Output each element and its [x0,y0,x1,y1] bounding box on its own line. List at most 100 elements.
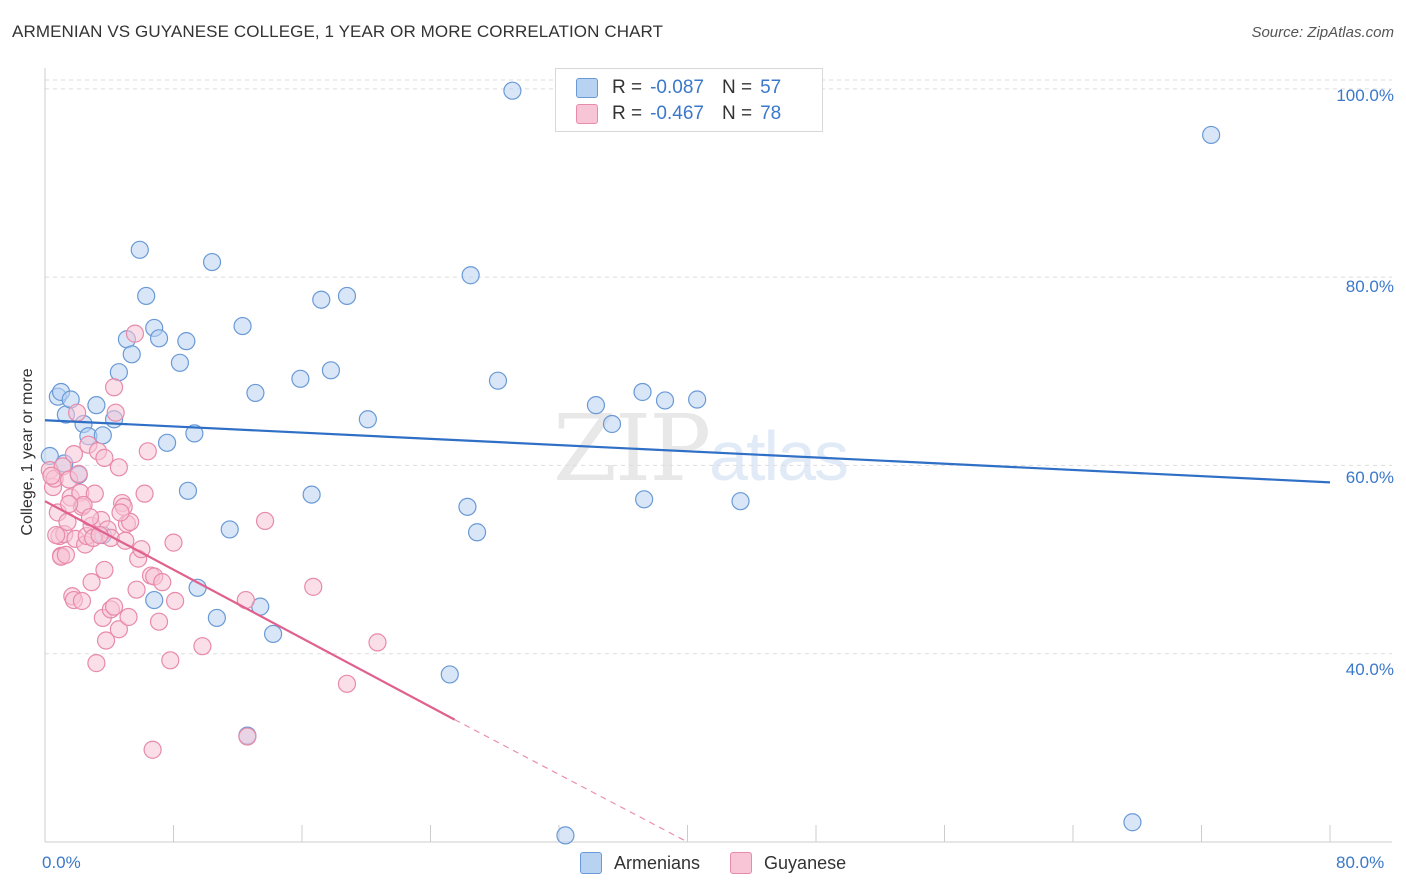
guyanese-point [368,633,387,652]
y-tick-label-100: 100.0% [1336,86,1394,105]
armenians-point [358,410,377,429]
armenians-point [109,363,128,382]
armenians-point [233,316,252,336]
guyanese-point [109,620,128,639]
armenians-point [458,497,477,516]
y-tick-label-80: 80.0% [1345,277,1394,296]
x-tick-label-max: 80.0% [1336,853,1385,872]
series-legend-armenians[interactable]: Armenians [580,852,700,874]
armenians-swatch [580,852,602,874]
armenians-point [185,424,204,443]
legend-n-value: 57 [760,77,782,98]
legend-r-value: -0.087 [650,77,704,98]
armenians-point [178,481,198,500]
armenians-point [149,329,169,348]
y-axis-label: College, 1 year or more [19,368,36,536]
guyanese-point [149,612,169,631]
guyanese-point [127,580,146,599]
x-tick-label-min: 0.0% [42,853,81,872]
guyanese-point [109,458,128,477]
guyanese-trend-line [44,500,456,721]
guyanese-point [95,560,114,580]
chart-title: ARMENIAN VS GUYANESE COLLEGE, 1 YEAR OR … [12,22,664,41]
source-label: Source: ZipAtlas.com [1251,24,1394,41]
guyanese-point [143,740,162,759]
guyanese-point [69,464,88,483]
guyanese-label: Guyanese [764,852,847,873]
guyanese-point [111,503,130,522]
guyanese-point [85,484,104,503]
legend-r-label: R = [612,103,643,124]
armenians-point [122,345,141,364]
armenians-point [157,433,177,452]
guyanese-point [135,484,154,503]
guyanese-point [87,654,106,673]
armenians-point [503,81,522,100]
guyanese-point [56,545,75,564]
guyanese-point [104,378,124,397]
armenians-point [635,490,654,509]
guyanese-point [64,445,84,464]
armenians-point [93,426,112,445]
armenians-point [488,371,508,390]
guyanese-point [72,591,92,611]
guyanese-point [166,591,185,611]
armenians-label: Armenians [614,852,701,873]
armenians-point [602,414,622,434]
guyanese-point [47,525,66,545]
armenians-point [321,361,341,380]
legend-n-label: N = [721,103,753,124]
armenians-point [87,396,106,415]
series-legend: Armenians Guyanese [580,852,876,874]
armenians-point [655,391,675,410]
armenians-trend-line [44,419,1331,484]
guyanese-point [304,577,323,596]
legend-n-value: 78 [760,103,782,124]
armenians-point [170,353,190,372]
legend-r-label: R = [612,77,643,98]
guyanese-point [138,442,157,461]
armenians-point [461,266,480,285]
guyanese-point [95,448,114,467]
armenians-point [130,240,149,259]
guyanese-point [116,531,135,550]
series-legend-guyanese[interactable]: Guyanese [730,852,846,874]
legend-r-value: -0.467 [650,103,704,124]
armenians-point [246,383,265,403]
guyanese-point [82,573,101,592]
guyanese-point [255,511,275,531]
armenians-point [586,396,606,415]
y-tick-label-40: 40.0% [1345,660,1394,679]
guyanese-point [104,597,124,616]
armenians-point [177,332,196,351]
guyanese-point [164,533,183,552]
guyanese-point [125,324,145,343]
guyanese-trend-line-extension [454,719,688,843]
legend-swatch-blue [576,78,598,98]
armenians-point [688,390,707,409]
armenians-point [312,290,331,309]
guyanese-point [96,631,116,650]
armenians-point [137,286,156,306]
armenians-point [220,520,239,539]
armenians-point [302,485,321,504]
correlation-legend: R = -0.087 N = 57 R = -0.467 N = 78 [555,68,823,132]
armenians-point [337,286,357,306]
guyanese-point [238,727,257,746]
guyanese-point [59,494,79,514]
armenians-point [633,382,652,402]
legend-row-guyanese: R = -0.467 N = 78 [576,103,781,125]
guyanese-point [42,466,61,485]
legend-n-label: N = [721,77,753,98]
armenians-point [207,608,226,628]
guyanese-swatch [730,852,753,874]
guyanese-point [106,403,125,422]
armenians-point [202,252,222,272]
armenians-point [1202,125,1221,145]
y-tick-label-60: 60.0% [1345,468,1394,487]
legend-row-armenians: R = -0.087 N = 57 [576,77,781,99]
guyanese-point [153,573,172,592]
armenians-point [467,523,487,542]
armenians-point [731,492,750,511]
